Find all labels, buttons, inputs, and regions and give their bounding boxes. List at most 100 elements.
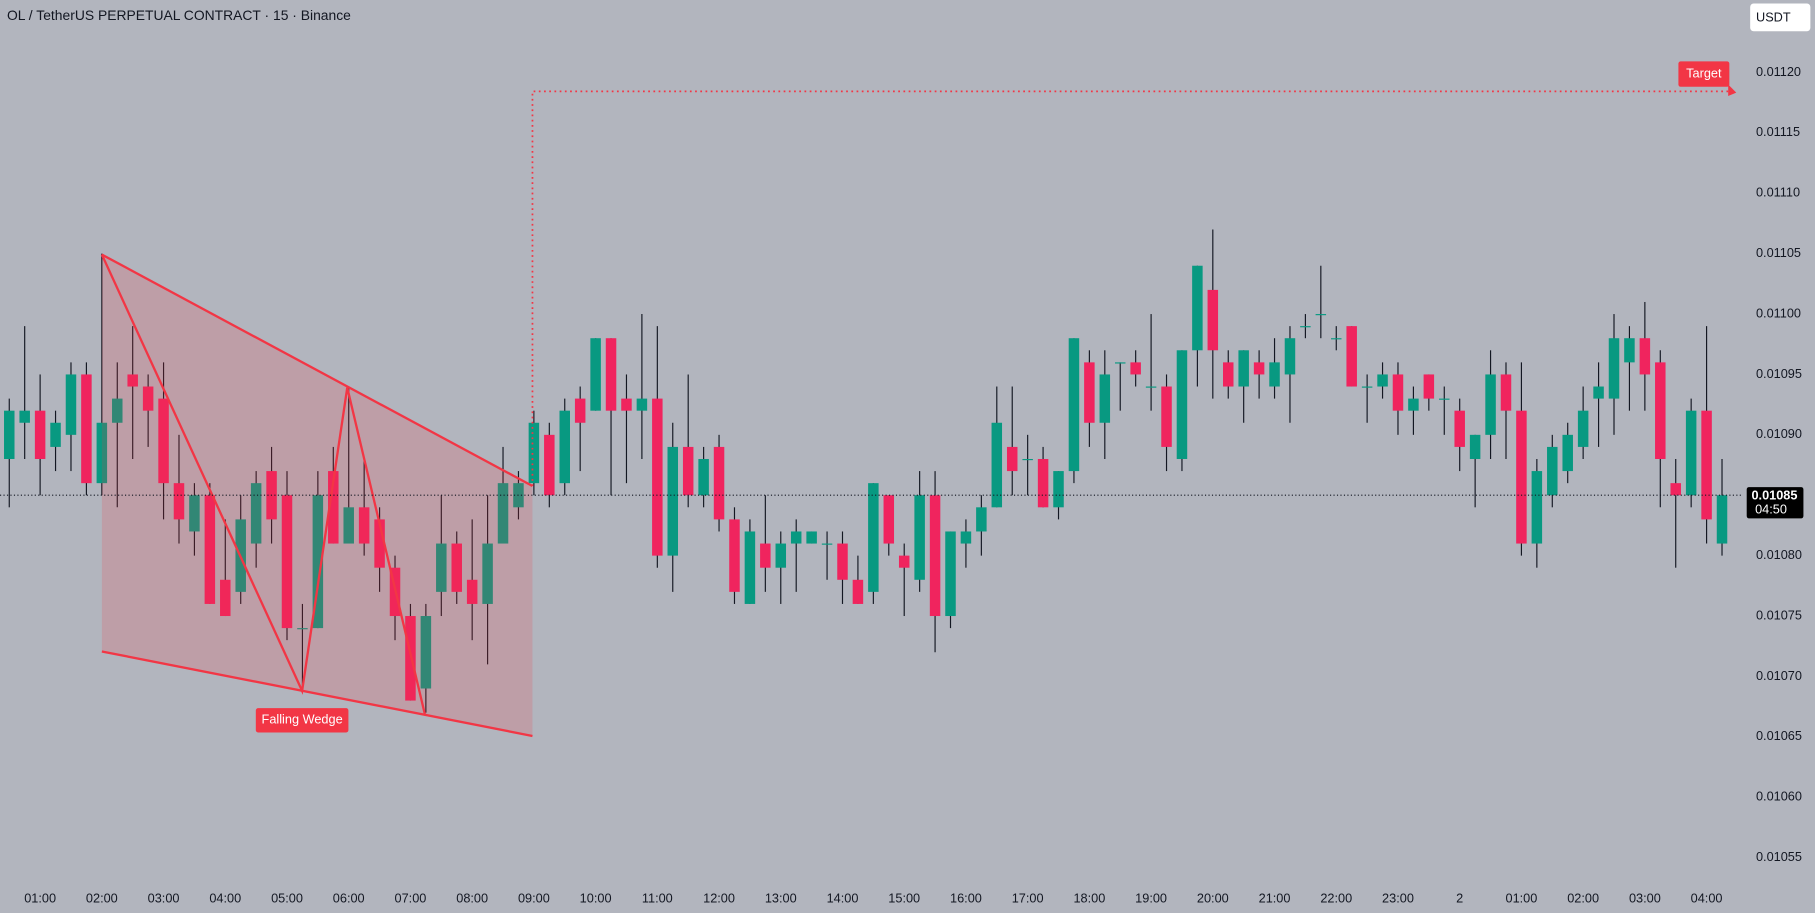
candle-body <box>821 543 833 545</box>
y-tick-label: 0.01120 <box>1756 64 1801 79</box>
y-tick-label: 0.01080 <box>1756 547 1802 562</box>
candle-body <box>868 483 879 592</box>
candle-body <box>837 543 848 580</box>
candle-body <box>1006 446 1018 472</box>
candle-body <box>929 495 941 617</box>
currency-label[interactable]: USDT <box>1756 9 1791 24</box>
x-tick-label: 01:00 <box>1506 890 1538 905</box>
y-tick-label: 0.01095 <box>1756 366 1802 381</box>
candle-body <box>4 410 15 459</box>
x-tick-label: 04:00 <box>1691 890 1723 905</box>
x-tick-label: 15:00 <box>888 890 920 905</box>
candle-body <box>1469 434 1481 459</box>
x-tick-label: 18:00 <box>1073 890 1105 905</box>
candle-body <box>1269 362 1280 387</box>
candle-body <box>1068 338 1080 472</box>
candle-body <box>1408 398 1419 411</box>
candle-body <box>281 495 293 629</box>
candle-body <box>173 483 185 520</box>
candle-body <box>667 446 679 556</box>
x-tick-label: 03:00 <box>148 890 180 905</box>
candle-body <box>34 410 46 459</box>
candle-body <box>1701 410 1712 520</box>
target-arrow <box>1728 84 1737 97</box>
candle-body <box>1454 410 1465 447</box>
candle-body <box>960 531 972 544</box>
candle-body <box>713 446 725 520</box>
y-tick-label: 0.01105 <box>1756 245 1801 260</box>
candle-body <box>544 434 555 496</box>
x-tick-label: 07:00 <box>395 890 427 905</box>
candle-body <box>142 386 154 411</box>
wedge-lower-line <box>101 650 533 738</box>
y-tick-label: 0.01060 <box>1756 789 1802 804</box>
x-tick-label: 02:00 <box>86 890 118 905</box>
candle-body <box>760 543 771 568</box>
candle-body <box>1331 338 1342 340</box>
candle-body <box>1238 350 1249 387</box>
candle-body <box>1084 362 1095 423</box>
candle-body <box>1670 483 1681 496</box>
candle-body <box>1361 386 1373 388</box>
candle-body <box>96 422 108 484</box>
x-tick-label: 09:00 <box>518 890 550 905</box>
y-tick-label: 0.01075 <box>1756 607 1802 622</box>
candle-body <box>112 398 123 423</box>
candle-body <box>976 507 987 532</box>
x-tick-label: 13:00 <box>765 890 797 905</box>
x-tick-label: 17:00 <box>1012 890 1044 905</box>
x-tick-label: 12:00 <box>703 890 735 905</box>
y-tick-label: 0.01090 <box>1756 426 1802 441</box>
candle-body <box>1114 362 1126 364</box>
candle-body <box>1500 374 1512 411</box>
candle-body <box>482 543 493 604</box>
candle-body <box>1022 458 1033 461</box>
candle-body <box>1377 374 1388 387</box>
candle-body <box>1161 386 1172 447</box>
candle-body <box>204 495 216 604</box>
candle-body <box>1485 374 1496 435</box>
candle-body <box>466 579 478 604</box>
candle-body <box>1392 374 1404 411</box>
candle-body <box>1716 495 1728 544</box>
candle-body <box>1423 374 1435 399</box>
candle-body <box>574 398 586 423</box>
wedge-upper-line <box>101 253 534 488</box>
last-price-box <box>1746 487 1804 519</box>
candle-body <box>991 422 1003 508</box>
candle-body <box>374 519 385 568</box>
candle-body <box>883 495 895 544</box>
y-tick-label: 0.01055 <box>1756 849 1802 864</box>
candle-body <box>1192 265 1203 351</box>
candle-body <box>127 374 138 387</box>
candle-body <box>297 628 308 630</box>
candle-body <box>898 555 910 568</box>
x-tick-label: 04:00 <box>209 890 241 905</box>
candle-body <box>343 507 354 544</box>
target-label-box <box>1678 61 1730 87</box>
wedge-area <box>101 254 533 736</box>
currency-button[interactable] <box>1750 3 1811 32</box>
x-tick-label: 02:00 <box>1567 890 1599 905</box>
x-tick-label: 06:00 <box>333 890 365 905</box>
candle-body <box>420 616 432 689</box>
candle-body <box>698 458 709 496</box>
x-tick-label: 08:00 <box>456 890 488 905</box>
target-label: Target <box>1686 65 1722 80</box>
y-tick-label: 0.01065 <box>1756 728 1802 743</box>
candle-body <box>1099 374 1111 423</box>
candle-body <box>1207 289 1219 351</box>
x-tick-label: 19:00 <box>1135 890 1167 905</box>
candle-body <box>528 422 540 484</box>
candle-body <box>559 410 570 484</box>
y-tick-label: 0.01110 <box>1756 185 1800 200</box>
candle-body <box>1037 458 1049 508</box>
candle-body <box>65 374 77 435</box>
pattern-label-box <box>255 708 349 733</box>
chart-title: OL / TetherUS PERPETUAL CONTRACT · 15 · … <box>7 7 351 23</box>
candle-body <box>358 507 370 544</box>
x-tick-label: 22:00 <box>1320 890 1352 905</box>
candle-body <box>220 579 231 617</box>
